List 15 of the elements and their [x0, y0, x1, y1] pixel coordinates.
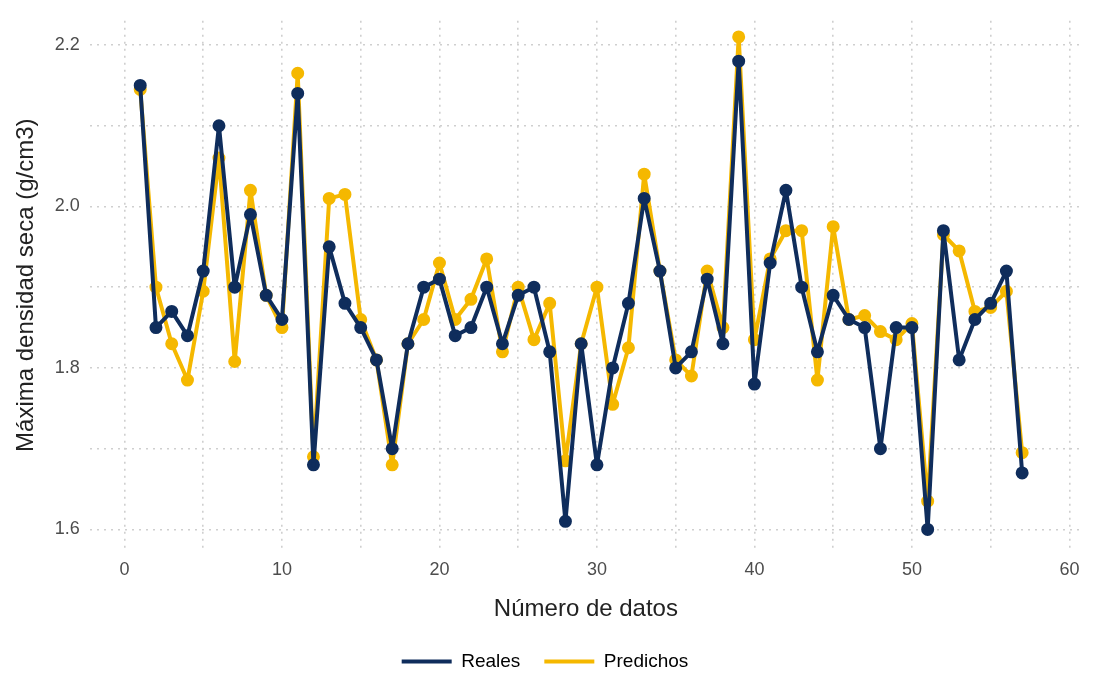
- x-tick-label: 10: [271, 559, 292, 580]
- y-tick-label: 2.2: [54, 33, 80, 54]
- x-tick-label: 0: [119, 559, 130, 580]
- y-tick-label: 1.6: [54, 518, 80, 539]
- x-tick-label: 60: [1059, 559, 1080, 580]
- y-tick-label: 2.0: [54, 195, 80, 216]
- legend-label: Predichos: [603, 649, 689, 671]
- y-tick-label: 1.8: [54, 356, 80, 377]
- x-tick-label: 50: [901, 559, 922, 580]
- x-tick-label: 30: [586, 559, 607, 580]
- x-axis-title: Número de datos: [493, 594, 678, 622]
- y-axis-title: Máxima densidad seca (g/cm3): [11, 118, 39, 452]
- x-tick-label: 40: [744, 559, 765, 580]
- legend-label: Reales: [461, 649, 521, 671]
- x-tick-label: 20: [429, 559, 450, 580]
